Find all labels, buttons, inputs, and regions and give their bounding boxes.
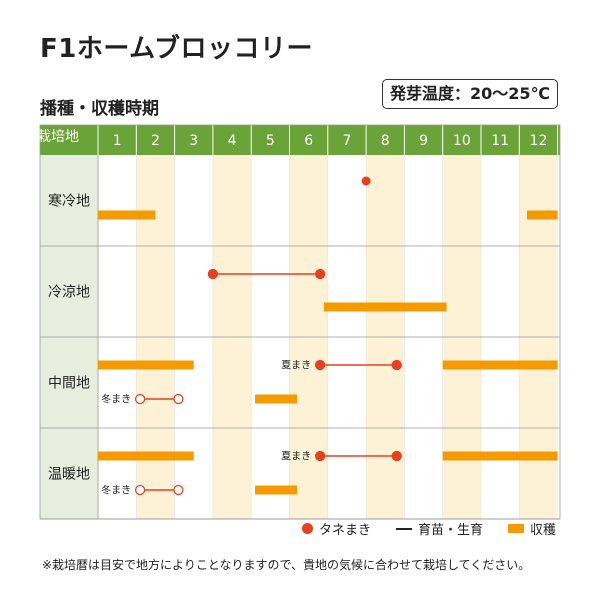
month-label: 8 [381,133,390,149]
legend-harvest-label: 収穫 [530,523,557,538]
month-label: 6 [304,133,313,149]
sow-dot [391,359,402,371]
row-type-label: 夏まき [281,360,311,372]
page-title: F1ホームブロッコリー [40,34,314,64]
sow-dot [173,393,184,405]
legend-grow-label: 育苗・生育 [418,523,484,538]
chart-subtitle: 播種・収穫時期 [40,99,159,119]
sow-dot-icon [302,523,313,534]
sow-dot [207,268,219,280]
header-label: 栽培地 [37,129,79,145]
harvest-bar [255,485,298,495]
region-label: 温暖地 [48,467,90,483]
calendar-border [39,124,561,520]
row-type-label: 冬まき [101,484,131,497]
legend-sow: タネまき [302,519,371,538]
harvest-bar [98,360,194,370]
sow-dot [391,450,402,462]
germination-temperature-badge: 発芽温度：20～25℃ [382,79,558,109]
harvest-bar [98,451,194,461]
sow-dot [314,359,326,371]
month-label: 1 [113,133,122,149]
month-label: 3 [189,133,198,149]
sow-dot [173,484,184,496]
harvest-bar [526,210,558,220]
legend-harvest: 収穫 [508,519,556,538]
region-label: 中間地 [48,376,90,392]
legend-sow-label: タネまき [319,523,372,538]
harvest-bar-icon [508,524,524,533]
harvest-bar [98,210,156,220]
month-label: 7 [342,133,351,149]
region-label: 寒冷地 [48,193,90,210]
grow-line-icon [396,527,412,530]
harvest-bar [442,451,558,461]
region-label: 冷涼地 [48,285,90,301]
harvest-bar [323,302,447,312]
month-label: 4 [228,133,237,149]
month-label: 2 [151,133,160,149]
row-type-label: 冬まき [101,393,131,406]
sow-dot [361,176,371,186]
month-label: 11 [491,133,509,149]
sow-dot [134,393,146,405]
row-type-label: 夏まき [281,451,311,463]
legend-grow: 育苗・生育 [396,519,483,538]
month-label: 10 [453,133,471,149]
calendar-header [40,125,560,155]
harvest-bar [442,360,558,370]
sow-dot [314,268,326,280]
month-label: 12 [530,133,548,149]
harvest-bar [255,394,298,404]
footnote: ※栽培暦は目安で地方によりことなりますので、貴地の気候に合わせて栽培してください… [42,558,531,572]
month-label: 9 [419,133,428,149]
sow-dot [314,450,326,462]
month-label: 5 [266,133,275,149]
sow-dot [134,484,146,496]
